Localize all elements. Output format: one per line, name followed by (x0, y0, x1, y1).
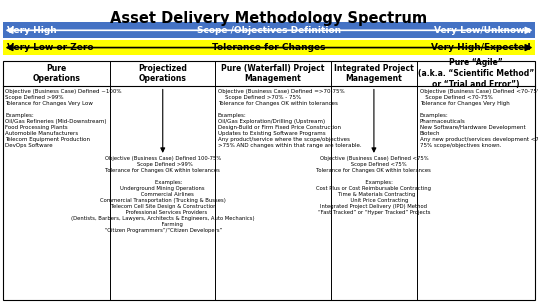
Text: Projectized
Operations: Projectized Operations (138, 64, 187, 83)
Text: Asset Delivery Methodology Spectrum: Asset Delivery Methodology Spectrum (110, 11, 428, 26)
FancyBboxPatch shape (3, 22, 535, 38)
Text: Tolerance for Changes: Tolerance for Changes (213, 43, 325, 52)
Text: Pure “Agile”
(a.k.a. “Scientific Method”
or “Trial and Error”): Pure “Agile” (a.k.a. “Scientific Method”… (418, 58, 534, 89)
Text: Pure (Waterfall) Project
Management: Pure (Waterfall) Project Management (221, 64, 325, 83)
FancyBboxPatch shape (3, 61, 535, 300)
Text: Very Low or Zero: Very Low or Zero (7, 43, 94, 52)
Text: Pure
Operations: Pure Operations (33, 64, 80, 83)
Text: Objective (Business Case) Defined <70-75%
   Scope Defined <70-75%
Tolerance for: Objective (Business Case) Defined <70-75… (420, 89, 538, 148)
FancyBboxPatch shape (3, 40, 535, 55)
Text: Scope /Objectives Definition: Scope /Objectives Definition (197, 26, 341, 35)
Text: Objective (Business Case) Defined 100-75%
   Scope Defined >99%
Tolerance for Ch: Objective (Business Case) Defined 100-75… (71, 156, 254, 233)
Text: Objective (Business Case) Defined =>70-75%
    Scope Defined >70% - 75%
Toleranc: Objective (Business Case) Defined =>70-7… (218, 89, 362, 148)
Text: Objective (Business Case) Defined ~100%
Scope Defined >99%
Tolerance for Changes: Objective (Business Case) Defined ~100% … (5, 89, 122, 148)
Text: Very High/Expected: Very High/Expected (431, 43, 531, 52)
Text: Very Low/Unknown: Very Low/Unknown (434, 26, 531, 35)
Text: Very High: Very High (7, 26, 56, 35)
Text: Objective (Business Case) Defined <75%
      Scope Defined <75%
Tolerance for Ch: Objective (Business Case) Defined <75% S… (316, 156, 431, 215)
Text: Integrated Project
Management: Integrated Project Management (334, 64, 414, 83)
